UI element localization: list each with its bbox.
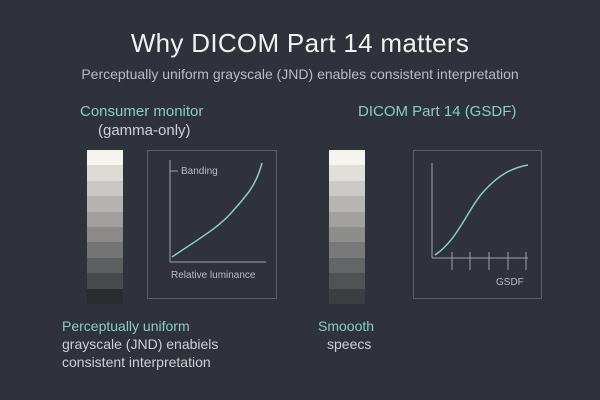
left-ramp-step [87,165,123,181]
page-subtitle: Perceptually uniform grayscale (JND) ena… [81,66,519,82]
right-ramp-step [329,273,365,289]
left-plot-xlabel: Relative luminance [171,270,256,281]
right-plot-xlabel: GSDF [496,277,524,288]
right-gsdf-curve [434,164,529,256]
left-gamma-curve [171,162,263,258]
right-ramp-step [329,165,365,181]
left-ramp-step [87,196,123,212]
left-note-line-2: grayscale (JND) enabiels [62,336,219,352]
right-ramp-step [329,180,365,197]
right-ramp-step [329,242,365,258]
right-ramp-step [329,257,365,274]
left-ramp-step [87,257,123,274]
left-plot-label-banding: Banding [181,166,218,177]
right-note-line-1: Smoooth [318,318,375,334]
right-grayscale-ramp [329,150,365,305]
left-ramp-step [87,273,123,289]
right-note-line-2: speecs [327,336,372,352]
left-panel-subtitle: (gamma-only) [98,122,191,139]
right-ramp-step [329,211,365,228]
left-grayscale-ramp [87,150,123,305]
page-title: Why DICOM Part 14 matters [130,28,470,58]
right-ramp-step [329,150,365,166]
left-ramp-step [87,211,123,228]
right-ramp-step [329,288,365,305]
left-ramp-step [87,288,123,305]
left-ramp-step [87,227,123,243]
left-ramp-step [87,180,123,197]
left-plot-frame [147,150,277,299]
right-ramp-step [329,227,365,243]
left-note-line-1: Perceptually uniform [62,318,190,334]
left-ramp-step [87,242,123,258]
left-panel-title: Consumer monitor [80,103,204,120]
left-ramp-step [87,150,123,166]
right-panel-title: DICOM Part 14 (GSDF) [358,103,517,120]
right-plot-frame [413,150,542,299]
right-ramp-step [329,196,365,212]
left-note-line-3: consistent interpretation [62,354,211,370]
